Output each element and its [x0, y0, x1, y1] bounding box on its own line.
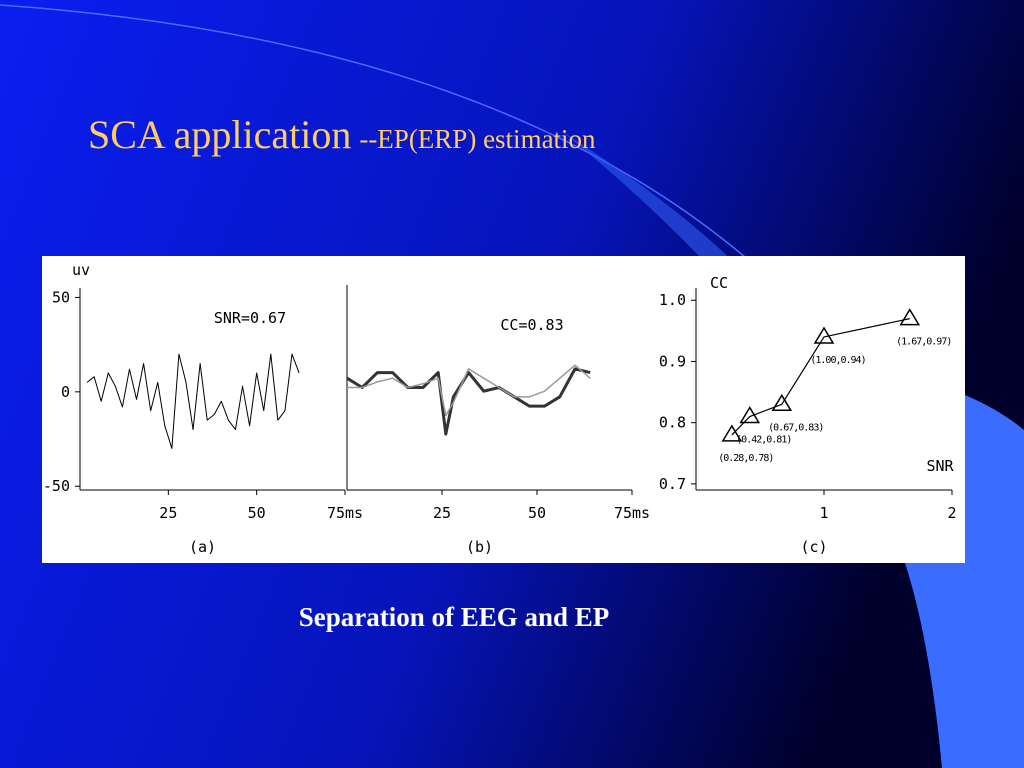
y-tick-label: 0.9 [659, 352, 686, 370]
x-tick-label: 75ms [327, 504, 363, 522]
data-label: (0.67,0.83) [768, 422, 823, 433]
data-label: (0.42,0.81) [736, 435, 791, 446]
data-label: (1.00,0.94) [810, 355, 865, 366]
point-marker [721, 424, 743, 442]
x-tick-label: 50 [248, 504, 266, 522]
y-tick-label: 0.8 [659, 414, 686, 432]
y-tick-label: 0.7 [659, 475, 686, 493]
data-label: (1.67,0.97) [896, 337, 951, 348]
title: SCA application [88, 112, 351, 157]
x-tick-label: 25 [433, 504, 451, 522]
y-tick-label: -50 [43, 477, 70, 495]
x-tick-label: 75ms [614, 504, 650, 522]
point-marker [771, 393, 793, 412]
series-line [347, 364, 591, 417]
decor-shape [905, 395, 1024, 768]
x-tick-label: 50 [528, 504, 546, 522]
point-marker [813, 326, 835, 344]
series-line [86, 353, 300, 449]
panel-caption: (b) [466, 538, 493, 556]
x-tick-label: 2 [947, 504, 956, 522]
subtitle: --EP(ERP) estimation [359, 124, 596, 154]
caption: Separation of EEG and EP [299, 602, 610, 632]
x-axis-label: SNR [926, 457, 954, 475]
panel-caption: (a) [189, 538, 216, 556]
x-tick-label: 25 [159, 504, 177, 522]
point-marker [899, 308, 921, 326]
y-tick-label: 50 [52, 288, 70, 306]
y-axis-label: uv [72, 261, 90, 279]
y-axis-label: CC [710, 274, 728, 292]
x-tick-label: 1 [819, 504, 828, 522]
annotation: CC=0.83 [500, 316, 563, 334]
data-label: (0.28,0.78) [718, 453, 773, 464]
y-tick-label: 1.0 [659, 291, 686, 309]
point-marker [739, 406, 761, 424]
panel-caption: (c) [800, 538, 827, 556]
title-group: SCA application --EP(ERP) estimation [88, 112, 596, 157]
figure-panel [42, 256, 965, 563]
decor-line [0, 4, 761, 271]
y-tick-label: 0 [61, 383, 70, 401]
annotation: SNR=0.67 [214, 309, 286, 327]
